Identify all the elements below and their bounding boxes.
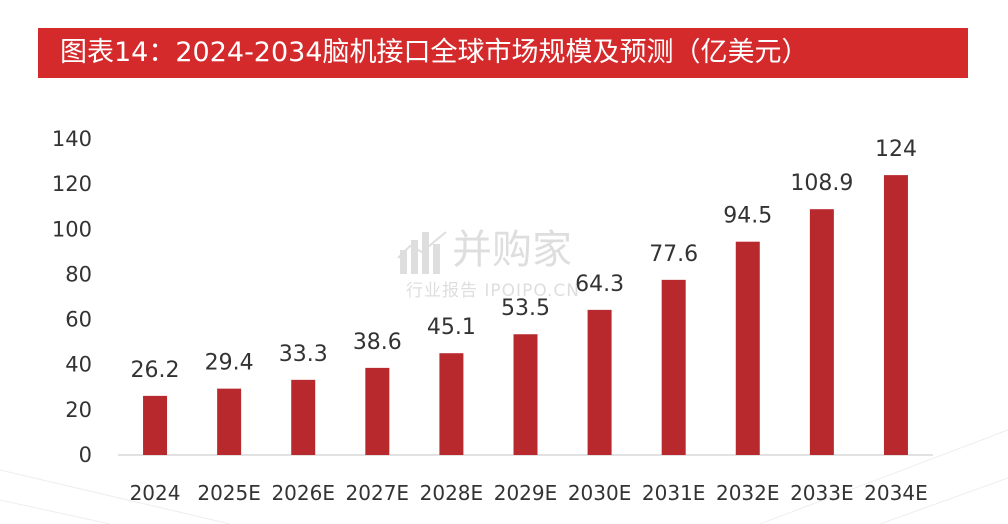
decor-line [759,429,1008,524]
bar [439,353,464,455]
data-label: 108.9 [790,171,853,196]
x-tick-label: 2027E [346,481,410,505]
bar [513,334,538,455]
data-label: 45.1 [427,315,476,340]
data-label: 33.3 [279,342,328,367]
y-tick-label: 80 [65,262,92,286]
x-tick-label: 2029E [494,481,558,505]
y-tick-label: 120 [52,172,92,196]
data-label: 124 [875,137,917,162]
bar [365,367,390,455]
x-tick-label: 2033E [790,481,854,505]
data-label: 38.6 [353,330,402,355]
y-tick-label: 0 [79,443,92,467]
decor-line [0,499,111,524]
bar [809,209,834,455]
y-axis-ticks: 0 20 40 60 80 100 120 140 [52,127,92,467]
data-label: 77.6 [649,242,698,267]
chart-title: 图表14：2024-2034脑机接口全球市场规模及预测（亿美元） [60,37,809,68]
x-tick-label: 2024 [130,481,181,505]
y-tick-label: 140 [52,127,92,151]
x-tick-label: 2028E [420,481,484,505]
decor-line [879,477,1008,524]
x-tick-label: 2034E [864,481,928,505]
bar [587,309,612,455]
bar [291,379,316,455]
bar [143,395,168,455]
y-tick-label: 100 [52,217,92,241]
bar [661,279,686,455]
data-label: 94.5 [723,204,772,229]
x-tick-label: 2031E [642,481,706,505]
y-tick-label: 20 [65,398,92,422]
chart-title-banner: 图表14：2024-2034脑机接口全球市场规模及预测（亿美元） [38,28,968,78]
bars-group [143,175,908,455]
bar [217,388,242,455]
y-tick-label: 60 [65,308,92,332]
bar [735,241,760,455]
x-tick-label: 2025E [197,481,261,505]
x-tick-label: 2032E [716,481,780,505]
x-tick-label: 2030E [568,481,632,505]
y-tick-label: 40 [65,353,92,377]
x-axis-labels: 2024 2025E 2026E 2027E 2028E 2029E 2030E 2031E 2… [130,481,928,505]
data-label: 26.2 [131,358,180,383]
data-label: 53.5 [501,296,550,321]
background-decoration [0,429,1008,524]
data-labels-group: 26.2 29.4 33.3 38.6 45.1 53.5 64.3 77.6 94.5 108.… [131,137,917,383]
x-tick-label: 2026E [271,481,335,505]
data-label: 29.4 [205,351,254,376]
decor-line [0,469,231,524]
data-label: 64.3 [575,272,624,297]
bar [883,175,908,455]
